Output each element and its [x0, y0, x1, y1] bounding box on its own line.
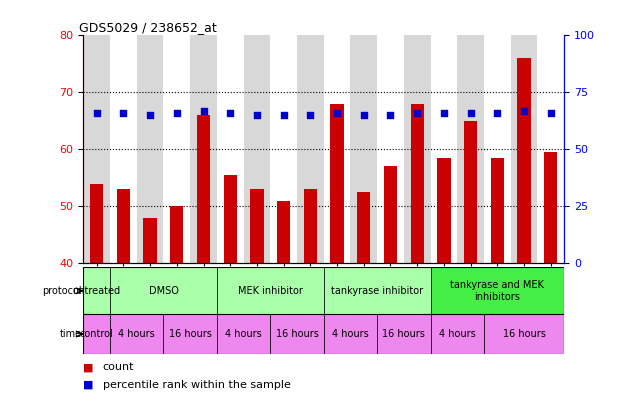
Text: MEK inhibitor: MEK inhibitor [238, 286, 303, 296]
Bar [297, 35, 324, 263]
Bar [83, 267, 110, 314]
Bar [277, 200, 290, 263]
Bar [484, 35, 511, 263]
Bar [110, 267, 217, 314]
Text: GDS5029 / 238652_at: GDS5029 / 238652_at [78, 21, 216, 34]
Bar [517, 58, 531, 263]
Bar [357, 192, 370, 263]
Bar [351, 35, 377, 263]
Point [225, 110, 235, 116]
Text: protocol: protocol [42, 286, 82, 296]
Point [332, 110, 342, 116]
Bar [83, 314, 110, 354]
Bar [490, 158, 504, 263]
Point [145, 112, 155, 118]
Bar [83, 35, 110, 263]
Text: 4 hours: 4 hours [439, 329, 476, 339]
Bar [537, 35, 564, 263]
Bar [137, 35, 163, 263]
Bar [324, 35, 351, 263]
Bar [271, 314, 324, 354]
Bar [384, 166, 397, 263]
Bar [377, 35, 404, 263]
Bar [110, 314, 163, 354]
Point [172, 110, 182, 116]
Text: 16 hours: 16 hours [169, 329, 212, 339]
Text: ■: ■ [83, 362, 94, 373]
Text: untreated: untreated [72, 286, 121, 296]
Text: percentile rank within the sample: percentile rank within the sample [103, 380, 290, 390]
Point [305, 112, 315, 118]
Point [492, 110, 503, 116]
Text: count: count [103, 362, 134, 373]
Point [119, 110, 129, 116]
Bar [437, 158, 451, 263]
Point [359, 112, 369, 118]
Text: tankyrase and MEK
inhibitors: tankyrase and MEK inhibitors [451, 280, 544, 301]
Point [465, 110, 476, 116]
Bar [90, 184, 103, 263]
Bar [217, 35, 244, 263]
Point [412, 110, 422, 116]
Bar [117, 189, 130, 263]
Bar [457, 35, 484, 263]
Bar [144, 218, 157, 263]
Bar [324, 314, 377, 354]
Text: time: time [60, 329, 82, 339]
Text: DMSO: DMSO [149, 286, 178, 296]
Text: ■: ■ [83, 380, 94, 390]
Text: 4 hours: 4 hours [225, 329, 262, 339]
Bar [170, 206, 183, 263]
Bar [431, 35, 457, 263]
Bar [324, 267, 431, 314]
Bar [110, 35, 137, 263]
Bar [464, 121, 478, 263]
Bar [271, 35, 297, 263]
Bar [404, 35, 431, 263]
Bar [511, 35, 537, 263]
Bar [250, 189, 263, 263]
Bar [484, 314, 564, 354]
Point [92, 110, 102, 116]
Point [279, 112, 289, 118]
Bar [377, 314, 431, 354]
Point [545, 110, 556, 116]
Bar [330, 104, 344, 263]
Bar [224, 175, 237, 263]
Text: tankyrase inhibitor: tankyrase inhibitor [331, 286, 423, 296]
Bar [217, 267, 324, 314]
Bar [190, 35, 217, 263]
Text: control: control [80, 329, 113, 339]
Point [252, 112, 262, 118]
Text: 16 hours: 16 hours [503, 329, 545, 339]
Bar [163, 314, 217, 354]
Bar [304, 189, 317, 263]
Bar [410, 104, 424, 263]
Bar [217, 314, 271, 354]
Text: 4 hours: 4 hours [332, 329, 369, 339]
Bar [244, 35, 271, 263]
Point [199, 107, 209, 114]
Text: 16 hours: 16 hours [276, 329, 319, 339]
Text: 16 hours: 16 hours [383, 329, 425, 339]
Point [385, 112, 395, 118]
Point [519, 107, 529, 114]
Bar [163, 35, 190, 263]
Bar [431, 314, 484, 354]
Bar [431, 267, 564, 314]
Text: 4 hours: 4 hours [119, 329, 155, 339]
Point [439, 110, 449, 116]
Bar [544, 152, 558, 263]
Bar [197, 115, 210, 263]
